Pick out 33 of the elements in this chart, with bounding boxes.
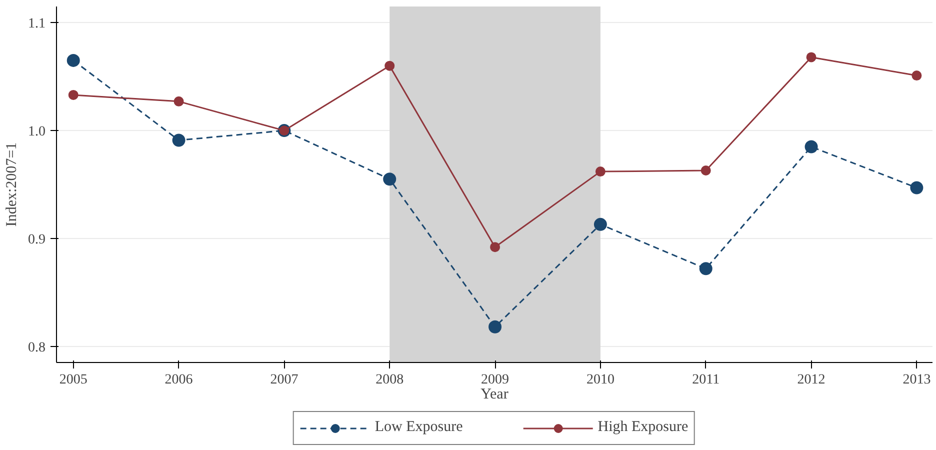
point bbox=[700, 165, 711, 176]
point bbox=[594, 218, 607, 231]
legend-label: High Exposure bbox=[598, 419, 688, 436]
point bbox=[490, 242, 500, 252]
x-tick-label: 2010 bbox=[586, 372, 614, 388]
point bbox=[384, 60, 395, 71]
point bbox=[174, 96, 184, 106]
x-tick-label: 2008 bbox=[376, 372, 404, 388]
point bbox=[595, 166, 606, 177]
point bbox=[68, 90, 78, 100]
legend-label: Low Exposure bbox=[374, 419, 463, 436]
x-tick-label: 2007 bbox=[270, 372, 298, 388]
x-axis-title: Year bbox=[480, 386, 508, 402]
point bbox=[66, 54, 80, 67]
x-tick-label: 2013 bbox=[902, 372, 931, 388]
y-tick-label: 1.0 bbox=[28, 124, 46, 140]
y-tick-label: 0.8 bbox=[28, 340, 46, 356]
point bbox=[488, 320, 502, 334]
point bbox=[806, 52, 816, 62]
x-tick-label: 2012 bbox=[797, 372, 826, 388]
point bbox=[383, 172, 396, 186]
x-tick-label: 2011 bbox=[692, 372, 720, 388]
point bbox=[172, 134, 186, 147]
x-tick-label: 2006 bbox=[164, 372, 193, 388]
y-axis-title: Index:2007=1 bbox=[4, 142, 20, 227]
x-tick-label: 2009 bbox=[481, 372, 510, 388]
point bbox=[912, 70, 922, 81]
y-tick-label: 0.9 bbox=[28, 232, 46, 248]
point bbox=[699, 262, 712, 276]
x-tick-label: 2005 bbox=[59, 372, 88, 388]
point bbox=[910, 181, 924, 194]
point bbox=[804, 140, 818, 154]
y-tick-label: 1.1 bbox=[28, 16, 46, 32]
